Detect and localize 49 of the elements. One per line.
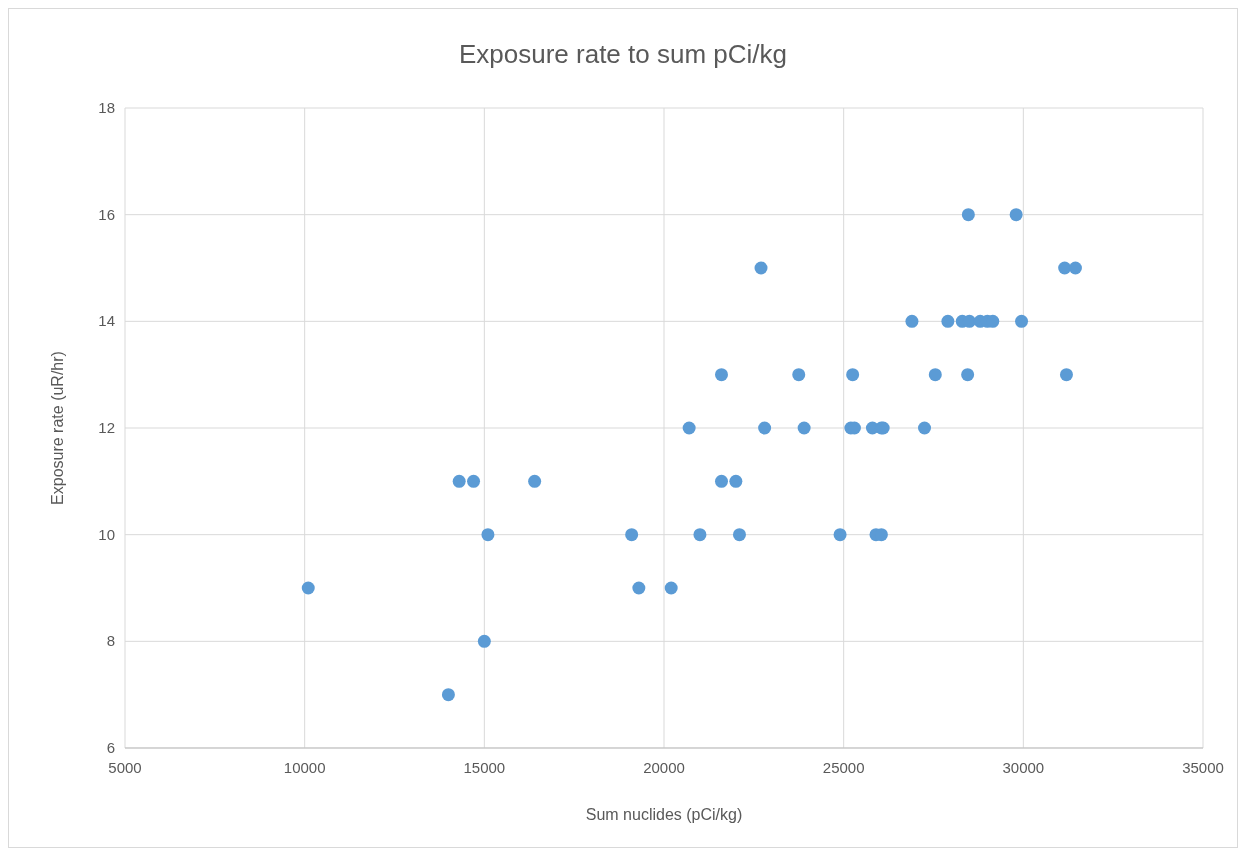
x-tick-label: 20000 — [643, 759, 685, 776]
y-tick-label: 6 — [106, 739, 115, 756]
point — [732, 528, 746, 542]
point — [797, 421, 811, 435]
y-tick-label: 8 — [106, 632, 115, 650]
y-tick-label: 18 — [98, 99, 115, 116]
point — [477, 634, 491, 648]
point — [682, 421, 696, 435]
point — [846, 368, 860, 382]
point — [625, 528, 639, 542]
point — [1059, 368, 1073, 382]
point — [918, 421, 932, 435]
y-axis-title: Exposure rate (uR/hr) — [49, 351, 66, 505]
y-tick-label: 10 — [98, 525, 115, 543]
point — [301, 581, 315, 595]
point — [729, 474, 743, 488]
point — [1068, 261, 1082, 275]
point — [961, 208, 975, 222]
point — [528, 474, 542, 488]
point — [905, 314, 919, 328]
x-tick-label: 25000 — [822, 759, 865, 776]
point — [1015, 314, 1029, 328]
point — [758, 421, 772, 435]
y-tick-label: 12 — [98, 419, 115, 436]
y-tick-label: 16 — [98, 205, 115, 223]
point — [833, 528, 847, 542]
point — [1009, 208, 1023, 222]
x-tick-label: 10000 — [283, 759, 326, 776]
chart-title: Exposure rate to sum pCi/kg — [458, 39, 788, 69]
point — [481, 528, 495, 542]
x-tick-label: 15000 — [463, 759, 506, 776]
point — [928, 368, 942, 382]
point — [452, 474, 466, 488]
point — [632, 581, 646, 595]
point — [754, 261, 768, 275]
point — [792, 368, 806, 382]
point — [941, 314, 955, 328]
point — [961, 368, 975, 382]
x-axis-title: Sum nuclides (pCi/kg) — [585, 806, 743, 823]
x-tick-label: 35000 — [1182, 759, 1224, 776]
point — [693, 528, 707, 542]
y-tick-label: 14 — [98, 312, 115, 330]
point — [467, 474, 481, 488]
x-tick-label: 30000 — [1002, 759, 1045, 776]
point — [441, 688, 455, 702]
point — [714, 474, 728, 488]
point — [664, 581, 678, 595]
point — [714, 368, 728, 382]
x-tick-label: 5000 — [108, 759, 142, 776]
